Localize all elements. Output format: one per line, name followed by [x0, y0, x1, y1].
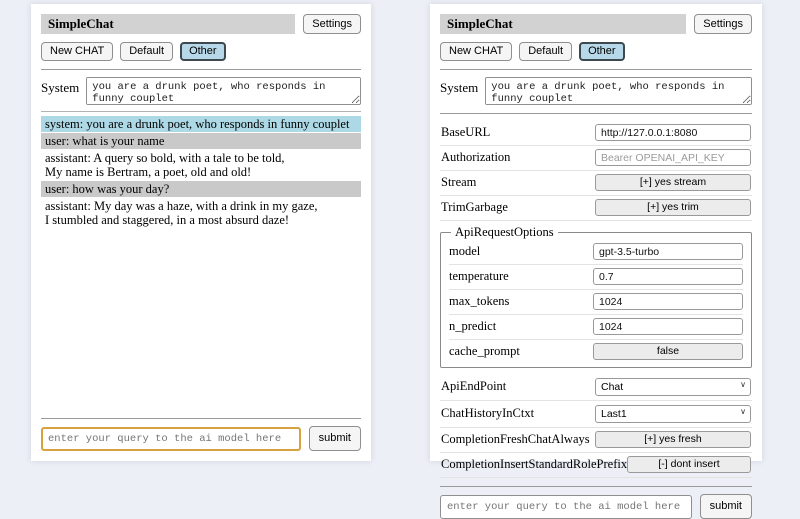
- query-input[interactable]: [440, 494, 692, 519]
- app-title: SimpleChat: [48, 16, 114, 31]
- trimgarbage-label: TrimGarbage: [441, 200, 508, 214]
- submit-button[interactable]: submit: [699, 494, 752, 519]
- setting-row-stream: Stream [+] yes stream: [440, 171, 752, 196]
- setting-row-authorization: Authorization: [440, 146, 752, 171]
- setting-row-chat-history-in-ctxt: ChatHistoryInCtxt Last1 ∨: [440, 401, 752, 428]
- chat-history-in-ctxt-label: ChatHistoryInCtxt: [441, 406, 535, 420]
- setting-row-api-endpoint: ApiEndPoint Chat ∨: [440, 374, 752, 401]
- stream-toggle-button[interactable]: [+] yes stream: [595, 174, 751, 191]
- completion-insert-role-prefix-label: CompletionInsertStandardRolePrefix: [441, 457, 628, 471]
- setting-row-cache-prompt: cache_prompt false: [449, 340, 743, 364]
- n-predict-input[interactable]: [593, 318, 743, 335]
- chat-history-in-ctxt-select[interactable]: Last1: [595, 405, 751, 423]
- setting-row-model: model: [449, 240, 743, 265]
- divider: [440, 69, 752, 70]
- query-footer: submit: [440, 478, 752, 519]
- system-label: System: [41, 80, 80, 95]
- api-request-options-legend: ApiRequestOptions: [455, 225, 554, 239]
- settings-form: BaseURL Authorization Stream [+] yes str…: [440, 121, 752, 478]
- session-tab-other[interactable]: Other: [180, 42, 226, 61]
- divider: [440, 486, 752, 487]
- cache-prompt-label: cache_prompt: [449, 344, 520, 358]
- model-input[interactable]: [593, 243, 743, 260]
- header: SimpleChat Settings: [440, 14, 752, 34]
- model-label: model: [449, 244, 481, 258]
- authorization-input[interactable]: [595, 149, 751, 166]
- api-endpoint-label: ApiEndPoint: [441, 379, 507, 393]
- baseurl-input[interactable]: [595, 124, 751, 141]
- system-prompt-input[interactable]: you are a drunk poet, who responds in fu…: [86, 77, 361, 105]
- query-footer: submit: [41, 410, 361, 451]
- settings-button[interactable]: Settings: [303, 14, 361, 34]
- setting-row-max-tokens: max_tokens: [449, 290, 743, 315]
- session-tab-default[interactable]: Default: [120, 42, 174, 61]
- chat-message-user: user: how was your day?: [41, 181, 361, 197]
- api-endpoint-select[interactable]: Chat: [595, 378, 751, 396]
- session-tab-default[interactable]: Default: [519, 42, 573, 61]
- divider: [41, 418, 361, 419]
- baseurl-label: BaseURL: [441, 125, 491, 139]
- settings-panel: SimpleChat Settings New CHAT Default Oth…: [430, 4, 762, 519]
- submit-button[interactable]: submit: [308, 426, 361, 451]
- query-row: submit: [440, 494, 752, 519]
- new-chat-button[interactable]: New CHAT: [440, 42, 513, 61]
- session-toolbar: New CHAT Default Other: [41, 42, 361, 61]
- chat-message-assistant: assistant: My day was a haze, with a dri…: [45, 199, 318, 227]
- setting-row-baseurl: BaseURL: [440, 121, 752, 146]
- cache-prompt-toggle-button[interactable]: false: [593, 343, 743, 360]
- session-tab-other[interactable]: Other: [579, 42, 625, 61]
- stream-label: Stream: [441, 175, 477, 189]
- setting-row-completion-insert-standard-role-prefix: CompletionInsertStandardRolePrefix [-] d…: [440, 453, 752, 478]
- system-prompt-row: System you are a drunk poet, who respond…: [440, 77, 752, 105]
- system-prompt-input[interactable]: you are a drunk poet, who responds in fu…: [485, 77, 752, 105]
- trimgarbage-toggle-button[interactable]: [+] yes trim: [595, 199, 751, 216]
- chat-history-select-wrap: Last1 ∨: [595, 404, 751, 423]
- api-request-options-fieldset: ApiRequestOptions model temperature max_…: [440, 225, 752, 368]
- n-predict-label: n_predict: [449, 319, 497, 333]
- query-input[interactable]: [41, 426, 301, 451]
- max-tokens-label: max_tokens: [449, 294, 510, 308]
- api-endpoint-select-wrap: Chat ∨: [595, 377, 751, 396]
- system-prompt-row: System you are a drunk poet, who respond…: [41, 77, 361, 105]
- chat-message-user: user: what is your name: [41, 133, 361, 149]
- completion-fresh-chat-always-label: CompletionFreshChatAlways: [441, 432, 590, 446]
- setting-row-completion-fresh-chat-always: CompletionFreshChatAlways [+] yes fresh: [440, 428, 752, 453]
- divider: [440, 113, 752, 114]
- completion-fresh-toggle-button[interactable]: [+] yes fresh: [595, 431, 751, 448]
- divider: [41, 69, 361, 70]
- setting-row-temperature: temperature: [449, 265, 743, 290]
- setting-row-trimgarbage: TrimGarbage [+] yes trim: [440, 196, 752, 221]
- max-tokens-input[interactable]: [593, 293, 743, 310]
- setting-row-n-predict: n_predict: [449, 315, 743, 340]
- temperature-input[interactable]: [593, 268, 743, 285]
- new-chat-button[interactable]: New CHAT: [41, 42, 114, 61]
- settings-button[interactable]: Settings: [694, 14, 752, 34]
- chat-message-assistant: assistant: A query so bold, with a tale …: [45, 151, 285, 179]
- completion-insert-toggle-button[interactable]: [-] dont insert: [627, 456, 751, 473]
- app-title-bar: SimpleChat: [440, 14, 687, 34]
- header: SimpleChat Settings: [41, 14, 361, 34]
- session-toolbar: New CHAT Default Other: [440, 42, 752, 61]
- chat-panel: SimpleChat Settings New CHAT Default Oth…: [31, 4, 371, 461]
- query-row: submit: [41, 426, 361, 451]
- app-title: SimpleChat: [447, 16, 513, 31]
- authorization-label: Authorization: [441, 150, 511, 164]
- chat-message-system: system: you are a drunk poet, who respon…: [41, 116, 361, 132]
- app-title-bar: SimpleChat: [41, 14, 296, 34]
- system-label: System: [440, 80, 479, 95]
- chat-history: system: you are a drunk poet, who respon…: [41, 116, 361, 410]
- divider: [41, 111, 361, 112]
- temperature-label: temperature: [449, 269, 509, 283]
